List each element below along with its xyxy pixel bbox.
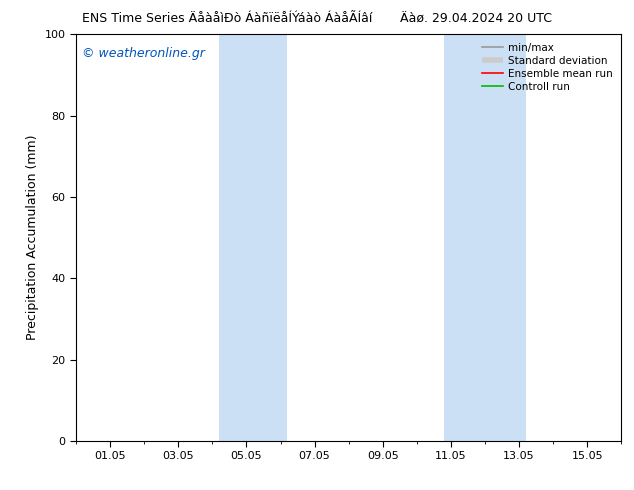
Bar [247,34,287,441]
Legend: min/max, Standard deviation, Ensemble mean run, Controll run: min/max, Standard deviation, Ensemble me… [479,40,616,95]
Bar [478,34,526,441]
Text: © weatheronline.gr: © weatheronline.gr [82,47,204,59]
Text: Äàø. 29.04.2024 20 UTC: Äàø. 29.04.2024 20 UTC [399,12,552,25]
Y-axis label: Precipitation Accumulation (mm): Precipitation Accumulation (mm) [26,135,39,341]
Bar [219,34,247,441]
Bar [444,34,478,441]
Text: ENS Time Series ÄåàåìÐò ÁàñïëåÍÝáàò ÁàåÃÍâí: ENS Time Series ÄåàåìÐò ÁàñïëåÍÝáàò ÁàåÃ… [82,12,373,25]
